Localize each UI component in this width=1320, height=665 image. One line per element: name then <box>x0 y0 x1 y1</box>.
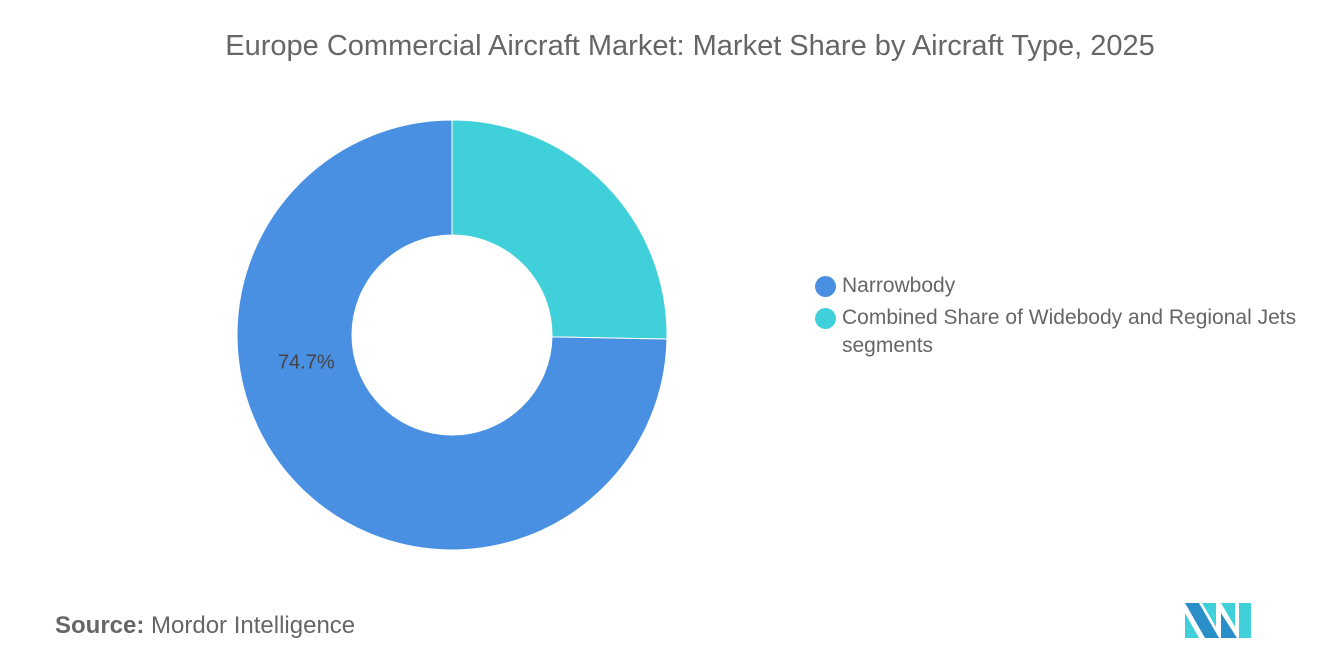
source-label: Source: <box>55 612 145 639</box>
legend-item-narrowbody: Narrowbody <box>815 272 1302 300</box>
donut-slice-0 <box>236 119 668 551</box>
mordor-logo <box>1185 603 1251 638</box>
legend-label: Narrowbody <box>842 274 956 297</box>
source-note: Source: Mordor Intelligence <box>55 612 355 640</box>
legend-swatch-narrowbody <box>815 276 836 297</box>
source-value: Mordor Intelligence <box>151 612 356 639</box>
legend-label: Combined Share of Widebody and Regional … <box>842 306 1297 357</box>
data-label: 74.7% <box>278 351 335 373</box>
legend-swatch-widebody-regional <box>815 308 836 329</box>
donut-slice-1 <box>451 119 668 340</box>
chart-title: Europe Commercial Aircraft Market: Marke… <box>225 30 1155 62</box>
legend-item-widebody-regional: Combined Share of Widebody and Regional … <box>815 304 1302 360</box>
